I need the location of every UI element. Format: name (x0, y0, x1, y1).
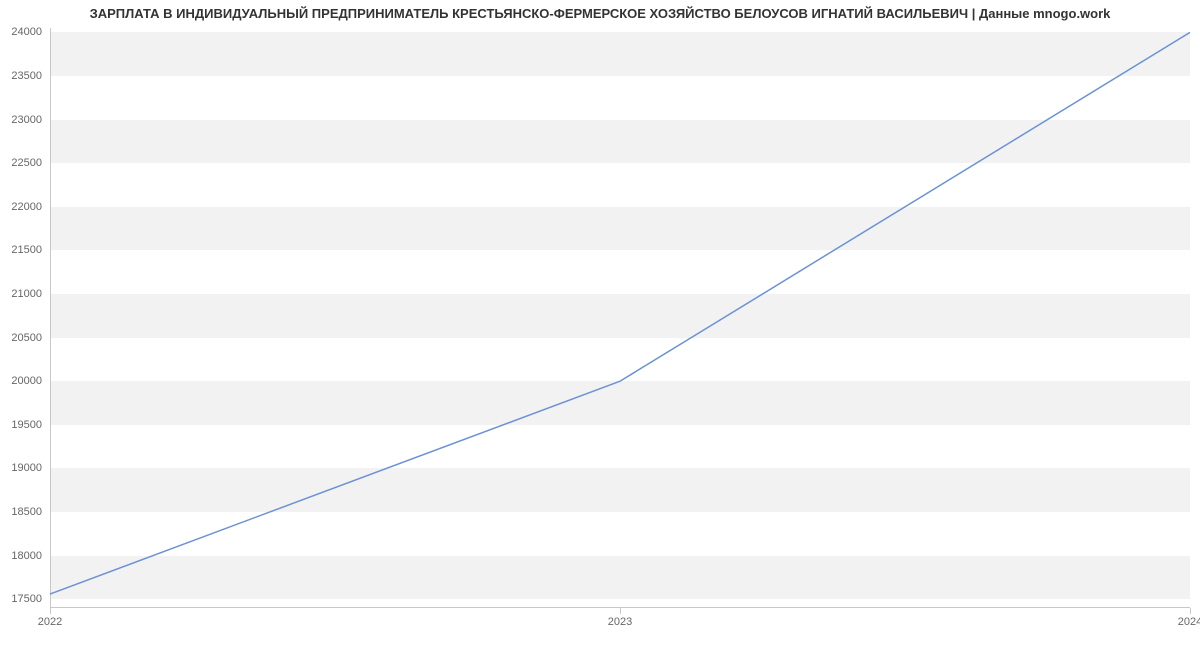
y-tick-label: 17500 (0, 593, 42, 605)
x-tick-mark (620, 608, 621, 614)
x-tick-mark (50, 608, 51, 614)
chart-title: ЗАРПЛАТА В ИНДИВИДУАЛЬНЫЙ ПРЕДПРИНИМАТЕЛ… (0, 6, 1200, 21)
x-tick-label: 2022 (38, 616, 62, 628)
y-tick-label: 18500 (0, 506, 42, 518)
y-tick-label: 20500 (0, 332, 42, 344)
y-tick-label: 21500 (0, 244, 42, 256)
y-tick-label: 19500 (0, 419, 42, 431)
y-tick-label: 22500 (0, 157, 42, 169)
y-tick-label: 23500 (0, 70, 42, 82)
x-tick-label: 2023 (608, 616, 632, 628)
y-tick-label: 22000 (0, 201, 42, 213)
plot-area (50, 28, 1190, 608)
line-layer (50, 28, 1190, 608)
y-tick-label: 21000 (0, 288, 42, 300)
y-tick-label: 20000 (0, 375, 42, 387)
y-tick-label: 19000 (0, 462, 42, 474)
y-tick-label: 23000 (0, 114, 42, 126)
y-tick-label: 24000 (0, 26, 42, 38)
x-tick-label: 2024 (1178, 616, 1200, 628)
x-tick-mark (1190, 608, 1191, 614)
series-line (50, 32, 1190, 594)
y-tick-label: 18000 (0, 550, 42, 562)
